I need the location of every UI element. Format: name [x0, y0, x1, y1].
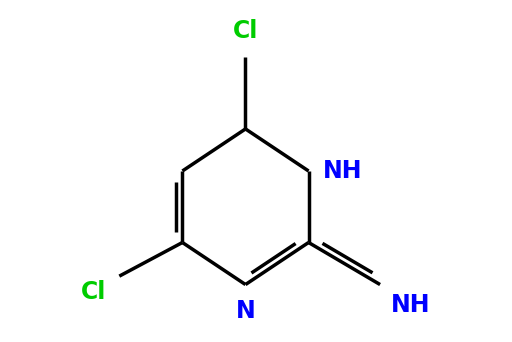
Text: NH: NH	[323, 159, 363, 183]
Text: NH: NH	[391, 293, 430, 317]
Text: Cl: Cl	[81, 280, 106, 304]
Text: N: N	[236, 299, 255, 323]
Text: Cl: Cl	[233, 19, 258, 43]
